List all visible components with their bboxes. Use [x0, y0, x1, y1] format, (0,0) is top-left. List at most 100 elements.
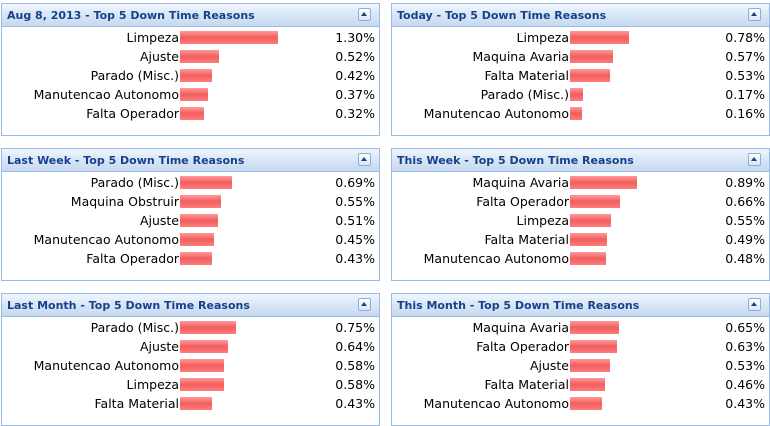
reason-value: 0.58% — [335, 377, 375, 392]
panel: This Week - Top 5 Down Time Reasons Maqui… — [391, 148, 770, 281]
collapse-up-icon[interactable] — [748, 153, 761, 166]
reason-row: Maquina Avaria 0.57% — [392, 47, 769, 66]
reason-label: Ajuste — [139, 213, 179, 228]
reason-value: 0.43% — [335, 396, 375, 411]
reason-row: Ajuste 0.53% — [392, 356, 769, 375]
reason-bar — [570, 378, 605, 391]
reason-label: Falta Material — [484, 377, 570, 392]
reason-bar — [180, 69, 212, 82]
collapse-up-icon[interactable] — [748, 8, 761, 21]
reason-bar — [180, 50, 219, 63]
panel-title: Last Month - Top 5 Down Time Reasons — [7, 299, 250, 312]
reason-row: Maquina Avaria 0.89% — [392, 173, 769, 192]
reason-bar — [180, 378, 224, 391]
collapse-up-icon[interactable] — [748, 298, 761, 311]
reason-value: 0.45% — [335, 232, 375, 247]
reason-row: Manutencao Autonomo 0.48% — [392, 249, 769, 268]
collapse-up-icon[interactable] — [358, 153, 371, 166]
reason-value: 0.53% — [725, 68, 765, 83]
reason-row: Limpeza 0.58% — [2, 375, 379, 394]
panel-header: Today - Top 5 Down Time Reasons — [392, 4, 769, 27]
panel-header: Last Week - Top 5 Down Time Reasons — [2, 149, 379, 172]
collapse-up-icon[interactable] — [358, 8, 371, 21]
panel: Last Week - Top 5 Down Time Reasons Parad… — [1, 148, 380, 281]
reason-value: 0.55% — [335, 194, 375, 209]
reason-row: Limpeza 0.78% — [392, 28, 769, 47]
reason-value: 1.30% — [335, 30, 375, 45]
reason-row: Manutencao Autonomo 0.37% — [2, 85, 379, 104]
reason-row: Maquina Obstruir 0.55% — [2, 192, 379, 211]
reason-bar — [180, 176, 232, 189]
reason-bar — [570, 397, 602, 410]
reason-value: 0.55% — [725, 213, 765, 228]
reason-label: Parado (Misc.) — [90, 68, 179, 83]
reason-value: 0.57% — [725, 49, 765, 64]
reason-row: Manutencao Autonomo 0.45% — [2, 230, 379, 249]
reason-label: Limpeza — [126, 30, 179, 45]
panel: Aug 8, 2013 - Top 5 Down Time Reasons Lim… — [1, 3, 380, 136]
reason-value: 0.43% — [725, 396, 765, 411]
panel-title: Last Week - Top 5 Down Time Reasons — [7, 154, 245, 167]
reason-bar — [180, 340, 228, 353]
reason-bar — [570, 321, 619, 334]
reason-value: 0.65% — [725, 320, 765, 335]
reason-bar — [570, 359, 610, 372]
reason-label: Ajuste — [139, 339, 179, 354]
reason-value: 0.69% — [335, 175, 375, 190]
reason-value: 0.16% — [725, 106, 765, 121]
collapse-up-icon[interactable] — [358, 298, 371, 311]
reason-row: Manutencao Autonomo 0.58% — [2, 356, 379, 375]
reason-value: 0.64% — [335, 339, 375, 354]
panel-header: Aug 8, 2013 - Top 5 Down Time Reasons — [2, 4, 379, 27]
panel-title: Today - Top 5 Down Time Reasons — [397, 9, 607, 22]
reason-value: 0.42% — [335, 68, 375, 83]
reason-bar — [570, 195, 620, 208]
reason-bar — [570, 176, 637, 189]
reason-bar — [570, 50, 613, 63]
reason-label: Parado (Misc.) — [90, 320, 179, 335]
reason-row: Parado (Misc.) 0.75% — [2, 318, 379, 337]
reason-label: Manutencao Autonomo — [33, 87, 179, 102]
reason-value: 0.58% — [335, 358, 375, 373]
reason-value: 0.78% — [725, 30, 765, 45]
reason-value: 0.53% — [725, 358, 765, 373]
reason-value: 0.89% — [725, 175, 765, 190]
reason-bar — [180, 252, 212, 265]
reason-label: Falta Operador — [476, 194, 569, 209]
reason-value: 0.46% — [725, 377, 765, 392]
reason-bar — [570, 214, 611, 227]
reason-label: Ajuste — [529, 358, 569, 373]
reason-row: Maquina Avaria 0.65% — [392, 318, 769, 337]
reason-value: 0.52% — [335, 49, 375, 64]
reason-label: Falta Material — [484, 232, 570, 247]
reason-row: Ajuste 0.51% — [2, 211, 379, 230]
reason-value: 0.49% — [725, 232, 765, 247]
reason-bar — [570, 88, 583, 101]
reason-row: Ajuste 0.64% — [2, 337, 379, 356]
reason-value: 0.48% — [725, 251, 765, 266]
reason-row: Parado (Misc.) 0.17% — [392, 85, 769, 104]
panel: Today - Top 5 Down Time Reasons Limpeza 0.… — [391, 3, 770, 136]
reason-row: Limpeza 1.30% — [2, 28, 379, 47]
reason-row: Falta Material 0.53% — [392, 66, 769, 85]
reason-label: Limpeza — [126, 377, 179, 392]
panel: Last Month - Top 5 Down Time Reasons Para… — [1, 293, 380, 426]
reason-label: Limpeza — [516, 213, 569, 228]
reason-label: Manutencao Autonomo — [423, 106, 569, 121]
reason-bar — [570, 69, 610, 82]
reason-bar — [180, 88, 208, 101]
reason-label: Manutencao Autonomo — [423, 251, 569, 266]
reason-row: Parado (Misc.) 0.69% — [2, 173, 379, 192]
reason-value: 0.51% — [335, 213, 375, 228]
reason-value: 0.43% — [335, 251, 375, 266]
reason-label: Limpeza — [516, 30, 569, 45]
panel-title: This Month - Top 5 Down Time Reasons — [397, 299, 640, 312]
reason-bar — [180, 195, 221, 208]
reason-row: Falta Operador 0.32% — [2, 104, 379, 123]
reason-label: Ajuste — [139, 49, 179, 64]
reason-label: Maquina Avaria — [472, 320, 569, 335]
reason-row: Manutencao Autonomo 0.43% — [392, 394, 769, 413]
reason-bar — [570, 233, 607, 246]
reason-label: Falta Operador — [86, 251, 179, 266]
reason-row: Falta Operador 0.43% — [2, 249, 379, 268]
